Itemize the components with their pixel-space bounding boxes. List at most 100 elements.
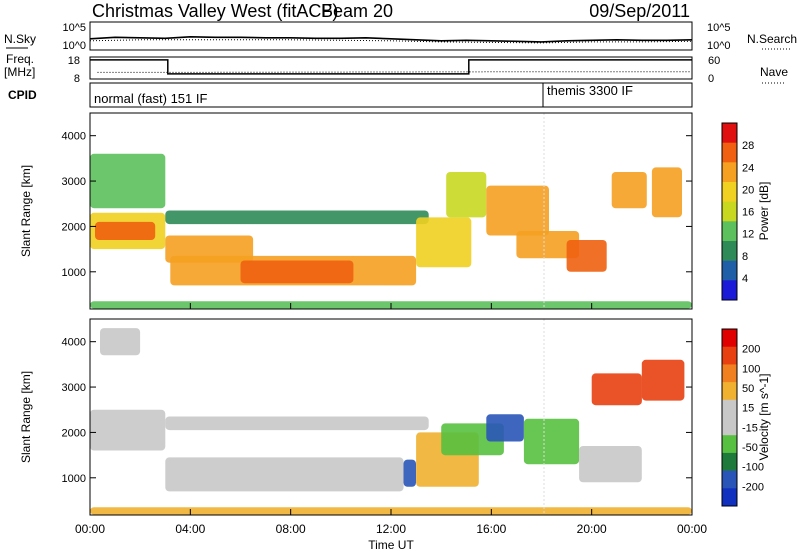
- power-data: [90, 113, 692, 309]
- vel-cbar-swatch-6: [722, 435, 737, 454]
- power-colorbar-ticks: 4 8 12 16 20 24 28: [742, 140, 754, 285]
- noise-left-tick-bottom: 10^0: [62, 40, 86, 52]
- vel-cbar-swatch-5: [722, 417, 737, 436]
- time-x-axis: 00:00 04:00 08:00 12:00 16:00 20:00 00:00: [75, 303, 707, 536]
- noise-line-nsky: [90, 35, 692, 43]
- nave-tick-top: 60: [708, 55, 720, 67]
- power-cbar-swatch-6: [722, 241, 737, 262]
- power-cbar-tick-2: 12: [742, 229, 754, 241]
- vel-cbar-swatch-3: [722, 382, 737, 401]
- station-title: Christmas Valley West (fitACF): [92, 1, 338, 21]
- vel-cbar-tick-6: -100: [742, 462, 764, 474]
- velocity-region-0: [90, 409, 166, 451]
- vel-cbar-swatch-8: [722, 470, 737, 489]
- power-ytick-label-1000: 1000: [62, 267, 86, 279]
- noise-line-nsearch: [90, 39, 692, 44]
- velocity-region-4: [403, 459, 416, 487]
- power-ytick-label-3000: 3000: [62, 176, 86, 188]
- power-colorbar-swatches: [721, 122, 738, 301]
- power-colorbar: 4 8 12 16 20 24 28 Power [dB]: [721, 122, 771, 301]
- power-y-axis-label: Slant Range [km]: [19, 165, 33, 257]
- velocity-ytick-label-2000: 2000: [62, 427, 86, 439]
- cpid-themis-label: themis 3300 IF: [547, 83, 633, 98]
- vel-cbar-frame: [721, 328, 738, 507]
- noise-right-tick-bottom: 10^0: [707, 40, 731, 52]
- vel-cbar-swatch-1: [722, 346, 737, 365]
- power-cbar-swatch-1: [722, 142, 737, 163]
- xtick-label-2: 08:00: [276, 522, 306, 536]
- power-cbar-tick-1: 8: [742, 251, 748, 263]
- frequency-line: [90, 59, 692, 75]
- noise-left-tick-top: 10^5: [62, 22, 86, 34]
- cpid-strip-frame: [89, 82, 693, 108]
- velocity-region-2: [165, 416, 429, 431]
- vel-cbar-swatch-4: [722, 399, 737, 418]
- power-region-2: [90, 153, 166, 209]
- vel-cbar-tick-3: 15: [742, 403, 754, 415]
- power-cbar-swatch-0: [722, 123, 737, 144]
- velocity-colorbar-label: Velocity [m s^-1]: [757, 374, 771, 461]
- freq-unit-label: [MHz]: [4, 65, 35, 79]
- power-cbar-tick-4: 20: [742, 184, 754, 196]
- vel-cbar-swatch-9: [722, 488, 737, 507]
- cpid-strip: normal (fast) 151 IF themis 3300 IF: [89, 82, 693, 108]
- velocity-region-7: [486, 414, 524, 442]
- freq-tick-bottom: 8: [74, 73, 80, 85]
- nsky-label: N.Sky: [4, 32, 36, 46]
- nsearch-label: N.Search: [747, 32, 797, 46]
- noise-panel: 10^5 10^0 10^5 10^0: [62, 21, 731, 52]
- vel-cbar-tick-7: -200: [742, 481, 764, 493]
- velocity-region-10: [591, 373, 642, 406]
- power-panel: 1000 2000 3000 4000 Slant Range [km]: [19, 112, 693, 310]
- date-label: 09/Sep/2011: [589, 1, 690, 21]
- velocity-region-3: [165, 457, 404, 492]
- power-region-6: [165, 210, 429, 225]
- vel-cbar-tick-5: -50: [742, 442, 758, 454]
- vel-cbar-tick-2: 50: [742, 383, 754, 395]
- power-cbar-swatch-7: [722, 260, 737, 281]
- power-region-11: [566, 240, 607, 272]
- xtick-label-4: 16:00: [476, 522, 506, 536]
- velocity-y-axis: 1000 2000 3000 4000: [62, 337, 692, 485]
- freq-tick-top: 18: [68, 55, 80, 67]
- power-region-7: [416, 217, 472, 268]
- power-cbar-swatch-3: [722, 182, 737, 203]
- power-cbar-tick-3: 16: [742, 207, 754, 219]
- velocity-colorbar-ticks: 200 100 50 15 -15 -50 -100 -200: [742, 344, 764, 494]
- power-cbar-frame: [721, 122, 738, 301]
- freq-label: Freq.: [6, 52, 34, 66]
- power-region-8: [446, 172, 487, 218]
- power-region-5: [240, 260, 354, 284]
- noise-right-tick-top: 10^5: [707, 22, 731, 34]
- power-colorbar-label: Power [dB]: [757, 182, 771, 241]
- velocity-region-1: [100, 328, 141, 356]
- power-region-12: [611, 172, 647, 209]
- xtick-label-0: 00:00: [75, 522, 105, 536]
- vel-cbar-tick-1: 100: [742, 363, 760, 375]
- nave-tick-bottom: 0: [708, 73, 714, 85]
- frequency-series: [90, 59, 692, 75]
- power-region-1: [95, 221, 156, 240]
- power-cbar-swatch-8: [722, 280, 737, 301]
- time-axis-label: Time UT: [368, 538, 414, 552]
- velocity-ytick-label-3000: 3000: [62, 382, 86, 394]
- velocity-colorbar-swatches: [721, 328, 738, 507]
- power-cbar-swatch-5: [722, 221, 737, 242]
- xtick-label-6: 00:00: [677, 522, 707, 536]
- velocity-colorbar: 200 100 50 15 -15 -50 -100 -200 Velocity [m s^-…: [721, 328, 771, 507]
- vel-cbar-tick-0: 200: [742, 344, 760, 356]
- nave-label: Nave: [760, 65, 788, 79]
- power-cbar-tick-0: 4: [742, 273, 748, 285]
- vel-cbar-swatch-0: [722, 329, 737, 348]
- velocity-ytick-label-1000: 1000: [62, 473, 86, 485]
- noise-panel-frame: [89, 21, 693, 51]
- cpid-label: CPID: [8, 88, 37, 102]
- vel-cbar-tick-4: -15: [742, 422, 758, 434]
- power-y-axis: 1000 2000 3000 4000: [62, 131, 692, 279]
- power-ytick-label-4000: 4000: [62, 131, 86, 143]
- velocity-region-8: [523, 418, 580, 465]
- nave-line: [97, 71, 692, 73]
- power-region-13: [651, 167, 682, 218]
- velocity-region-9: [579, 446, 642, 483]
